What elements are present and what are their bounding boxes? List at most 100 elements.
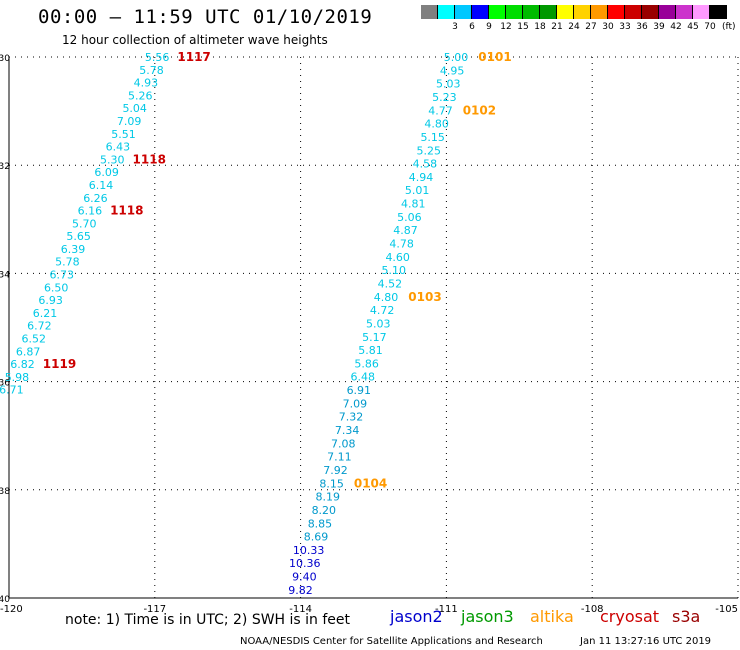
lon-tick-label: -114 bbox=[289, 604, 312, 615]
wave-height-label: 7.09 bbox=[343, 397, 368, 410]
wave-height-label: 6.52 bbox=[22, 333, 47, 346]
legend-label: 3 bbox=[452, 22, 458, 32]
lon-tick-label: -108 bbox=[581, 604, 604, 615]
wave-height-label: 5.51 bbox=[111, 128, 136, 141]
wave-height-label: 8.15 bbox=[319, 477, 344, 490]
wave-height-label: 4.87 bbox=[393, 224, 418, 237]
legend-swatch bbox=[489, 5, 506, 19]
wave-height-label: 4.58 bbox=[413, 158, 438, 171]
wave-height-label: 7.11 bbox=[327, 451, 352, 464]
wave-height-label: 5.01 bbox=[405, 184, 430, 197]
legend-label: 30 bbox=[602, 22, 614, 32]
wave-height-label: 6.43 bbox=[106, 141, 131, 154]
legend-label: 45 bbox=[687, 22, 699, 32]
lon-tick-label: -105 bbox=[715, 604, 738, 615]
time-label: 1119 bbox=[43, 357, 76, 371]
wave-height-label: 9.82 bbox=[288, 584, 313, 597]
legend-label: 6 bbox=[469, 22, 475, 32]
wave-height-label: 8.19 bbox=[315, 491, 340, 504]
page-title: 00:00 – 11:59 UTC 01/10/2019 bbox=[38, 6, 373, 28]
legend-swatch bbox=[625, 5, 642, 19]
wave-height-label: 4.72 bbox=[370, 304, 395, 317]
wave-height-label: 4.52 bbox=[378, 277, 403, 290]
wave-height-label: 8.85 bbox=[308, 517, 333, 530]
legend-swatch bbox=[574, 5, 591, 19]
wave-height-label: 5.81 bbox=[358, 344, 383, 357]
legend-swatch bbox=[540, 5, 557, 19]
legend-swatch bbox=[676, 5, 693, 19]
time-label: 0103 bbox=[408, 290, 441, 304]
legend-swatch bbox=[693, 5, 710, 19]
wave-height-label: 5.03 bbox=[366, 317, 391, 330]
satellite-cryosat: cryosat bbox=[600, 607, 660, 626]
wave-height-label: 6.91 bbox=[347, 384, 372, 397]
legend-swatch bbox=[608, 5, 625, 19]
legend-label: 70 bbox=[704, 22, 716, 32]
satellite-s3a: s3a bbox=[672, 607, 701, 626]
wave-height-label: 6.87 bbox=[16, 345, 41, 358]
legend-swatch bbox=[472, 5, 489, 19]
wave-height-label: 6.16 bbox=[78, 205, 103, 218]
legend-label: 36 bbox=[636, 22, 648, 32]
timestamp-text: Jan 11 13:27:16 UTC 2019 bbox=[580, 636, 712, 647]
wave-height-label: 4.80 bbox=[374, 291, 399, 304]
wave-height-label: 5.78 bbox=[139, 64, 164, 77]
time-label: 1118 bbox=[110, 204, 143, 218]
wave-height-label: 4.93 bbox=[134, 77, 159, 90]
wave-height-label: 6.82 bbox=[10, 358, 35, 371]
lon-tick-label: -120 bbox=[0, 604, 23, 615]
wave-height-label: 5.65 bbox=[66, 230, 91, 243]
time-label: 1118 bbox=[133, 152, 166, 166]
wave-height-label: 8.20 bbox=[312, 504, 337, 517]
wave-height-label: 6.73 bbox=[50, 269, 75, 282]
legend-swatch bbox=[506, 5, 523, 19]
wave-height-label: 5.03 bbox=[436, 78, 461, 91]
wave-height-label: 5.15 bbox=[420, 131, 445, 144]
wave-height-label: 4.60 bbox=[385, 251, 410, 264]
wave-height-label: 6.21 bbox=[33, 307, 58, 320]
wave-height-label: 5.00 bbox=[444, 51, 469, 64]
legend-label: 15 bbox=[517, 22, 529, 32]
legend-swatch bbox=[591, 5, 608, 19]
wave-height-label: 5.25 bbox=[417, 144, 442, 157]
color-legend bbox=[421, 5, 727, 19]
legend-label: 18 bbox=[534, 22, 546, 32]
legend-swatch bbox=[642, 5, 659, 19]
wave-height-label: 7.34 bbox=[335, 424, 360, 437]
lat-tick-label: -34 bbox=[0, 270, 10, 280]
wave-height-label: 4.94 bbox=[409, 171, 434, 184]
legend-label: 9 bbox=[486, 22, 492, 32]
wave-height-label: 7.92 bbox=[323, 464, 348, 477]
footer-note: note: 1) Time is in UTC; 2) SWH is in fe… bbox=[65, 612, 351, 628]
lon-tick-label: -117 bbox=[143, 604, 166, 615]
lat-tick-label: -40 bbox=[0, 595, 10, 605]
wave-height-label: 5.17 bbox=[362, 331, 387, 344]
wave-height-label: 4.80 bbox=[424, 118, 449, 131]
legend-swatch bbox=[557, 5, 574, 19]
wave-height-label: 6.48 bbox=[350, 371, 375, 384]
wave-height-label: 4.78 bbox=[389, 238, 414, 251]
lat-tick-label: -32 bbox=[0, 162, 10, 172]
wave-height-label: 7.08 bbox=[331, 437, 356, 450]
legend-swatch bbox=[659, 5, 676, 19]
time-label: 0101 bbox=[478, 50, 511, 64]
lon-tick-label: -111 bbox=[435, 604, 458, 615]
wave-height-label: 6.93 bbox=[38, 294, 63, 307]
wave-height-label: 6.09 bbox=[94, 166, 119, 179]
wave-height-label: 7.32 bbox=[339, 411, 364, 424]
wave-height-label: 10.36 bbox=[289, 557, 321, 570]
wave-height-label: 6.71 bbox=[0, 384, 24, 397]
wave-height-label: 5.98 bbox=[5, 371, 30, 384]
legend-swatch bbox=[455, 5, 472, 19]
satellite-altika: altika bbox=[530, 607, 574, 626]
wave-height-label: 5.56 bbox=[145, 51, 170, 64]
wave-height-label: 6.72 bbox=[27, 320, 52, 333]
wave-height-label: 5.26 bbox=[128, 89, 153, 102]
legend-swatch bbox=[438, 5, 455, 19]
wave-height-label: 6.39 bbox=[61, 243, 86, 256]
wave-height-label: 5.06 bbox=[397, 211, 422, 224]
wave-height-label: 7.09 bbox=[117, 115, 142, 128]
wave-height-label: 9.40 bbox=[292, 571, 317, 584]
wave-height-label: 5.30 bbox=[100, 153, 125, 166]
